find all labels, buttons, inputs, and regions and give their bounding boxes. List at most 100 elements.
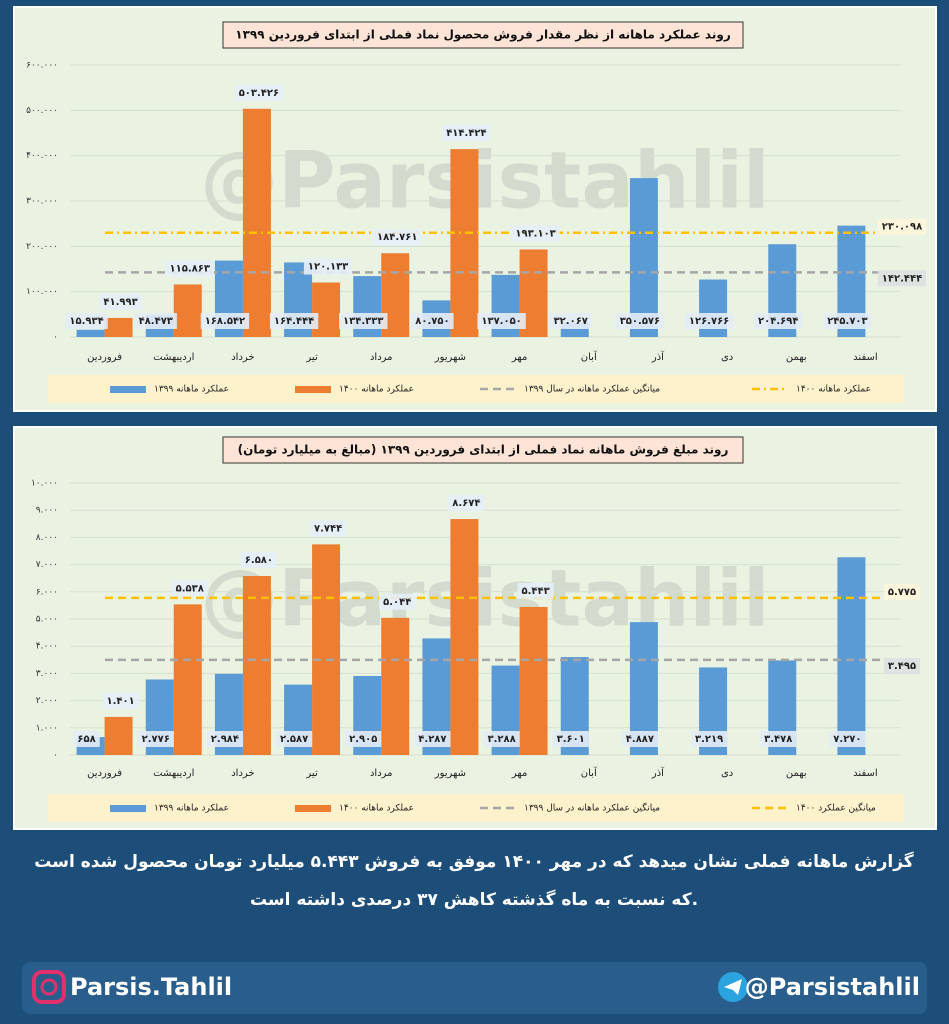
data-label-box [754, 313, 803, 329]
chart-2: @Parsistahlil روند مبلغ فروش ماهانه نماد … [31, 436, 921, 822]
legend-swatch [110, 386, 146, 393]
y-tick-label: ۱.۰۰۰ [36, 723, 58, 733]
legend-swatch [110, 805, 146, 812]
y-tick-label: ۷.۰۰۰ [36, 560, 58, 570]
bar [104, 317, 133, 337]
data-label-box [877, 270, 927, 287]
legend-label: میانگین عملکرد ماهانه در سال ۱۳۹۹ [524, 802, 660, 814]
legend-label: عملکرد ماهانه ۱۴۰۰ [339, 804, 414, 814]
watermark: @Parsistahlil [200, 136, 769, 226]
x-tick-label: اسفند [853, 768, 877, 779]
bar [76, 329, 105, 337]
data-label: ۱.۴۰۱ [106, 696, 134, 707]
data-label: ۴.۸۸۷ [626, 734, 654, 745]
data-label: ۱۲۶.۷۶۶ [689, 316, 729, 327]
social-bar [22, 962, 927, 1014]
data-label-box [829, 731, 866, 747]
y-tick-label: ۸.۰۰۰ [36, 533, 58, 543]
bar [519, 606, 548, 755]
y-tick-label: ۶۰۰.۰۰۰ [26, 61, 58, 71]
x-tick-label: آذر [651, 766, 665, 779]
y-tick-label: ۵۰۰.۰۰۰ [26, 106, 58, 116]
data-label: ۸۰.۷۵۰ [415, 316, 449, 327]
x-tick-label: خرداد [231, 768, 254, 779]
data-label: ۱۲۰.۱۳۳ [308, 262, 348, 273]
data-label-box [373, 229, 422, 246]
data-label: ۲.۹۰۵ [349, 734, 377, 745]
bar [173, 604, 202, 755]
x-tick-label: فروردین [87, 352, 122, 363]
y-tick-label: ۱۰.۰۰۰ [31, 479, 58, 489]
data-label: ۶.۵۸۰ [245, 555, 273, 566]
telegram-icon [724, 979, 742, 995]
chart-title: روند عملکرد ماهانه از نظر مقدار فروش محص… [235, 28, 731, 43]
data-label-box [760, 731, 797, 747]
chart-1: @Parsistahlil روند عملکرد ماهانه از نظر م… [26, 21, 927, 403]
legend-label: میانگین عملکرد ۱۴۰۰ [796, 802, 876, 814]
instagram-icon [32, 970, 66, 1004]
footer-line: گزارش ماهانه فملی نشان میدهد که در مهر ۱… [34, 851, 914, 872]
x-tick-label: اردیبهشت [153, 768, 194, 779]
data-label-box [345, 731, 382, 747]
y-tick-label: ۲.۰۰۰ [36, 696, 58, 706]
y-tick-label: ۳.۰۰۰ [36, 669, 58, 679]
x-tick-label: آبان [581, 766, 598, 779]
x-tick-label: بهمن [786, 352, 807, 363]
x-tick-label: دی [721, 352, 733, 363]
x-tick-label: شهریور [434, 768, 466, 779]
data-label: ۱۳۴.۳۳۳ [343, 316, 383, 327]
x-tick-label: فروردین [87, 768, 122, 779]
data-label: ۸.۶۷۴ [452, 498, 480, 509]
data-label: ۷.۲۷۰ [833, 734, 861, 745]
y-tick-label: ۲۰۰.۰۰۰ [26, 242, 58, 252]
data-label: ۳.۲۸۸ [487, 734, 515, 745]
legend-label: عملکرد ماهانه ۱۴۰۰ [796, 385, 871, 395]
data-label: ۳۲.۰۶۷ [554, 316, 588, 327]
data-label: ۲۴۵.۷۰۳ [827, 316, 867, 327]
y-tick-label: ۰ [53, 751, 58, 761]
data-label-box [411, 313, 454, 329]
x-tick-label: دی [721, 768, 733, 779]
data-label-box [690, 731, 728, 747]
data-label: ۵.۴۴۳ [521, 586, 549, 597]
data-label: ۲۳۰.۰۹۸ [882, 222, 922, 233]
data-label: ۵.۷۷۵ [888, 587, 916, 598]
data-label: ۶۵۸ [77, 734, 95, 745]
bar [837, 557, 866, 755]
legend-label: عملکرد ماهانه ۱۴۰۰ [339, 385, 414, 395]
data-label-box [309, 520, 347, 537]
x-tick-label: خرداد [231, 352, 254, 363]
bar [242, 576, 271, 755]
data-label-box [684, 313, 734, 329]
bar [242, 108, 271, 337]
x-tick-label: تیر [305, 352, 318, 363]
bar [450, 519, 479, 755]
data-label-box [448, 495, 485, 512]
data-label: ۳.۴۹۵ [888, 661, 916, 672]
title-box [222, 436, 744, 464]
y-tick-label: ۹.۰۰۰ [36, 506, 58, 516]
data-label-box [200, 313, 250, 329]
data-label-box [134, 313, 177, 329]
x-tick-label: آذر [651, 350, 665, 363]
y-tick-label: ۴۰۰.۰۰۰ [26, 151, 58, 161]
data-label-box [477, 313, 526, 329]
legend-label: عملکرد ماهانه ۱۳۹۹ [154, 385, 229, 395]
data-label-box [240, 552, 278, 569]
bar [381, 617, 410, 755]
data-label: ۱۵.۹۳۴ [69, 316, 103, 327]
data-label-box [442, 125, 491, 142]
data-label: ۱۶۸.۵۴۲ [205, 316, 245, 327]
data-label-box [511, 225, 560, 242]
y-tick-label: ۶.۰۰۰ [36, 587, 58, 597]
data-label-box [414, 731, 451, 747]
footer-line: که نسبت به ماه گذشته کاهش ۳۷ درصدی داشته… [250, 889, 698, 910]
data-label: ۲.۵۸۷ [280, 734, 308, 745]
instagram-icon [40, 978, 58, 996]
data-label-box [234, 84, 284, 101]
bar [173, 284, 202, 337]
data-label-box [99, 293, 142, 310]
x-tick-label: آبان [581, 350, 598, 363]
data-label: ۷.۷۴۴ [314, 523, 342, 534]
